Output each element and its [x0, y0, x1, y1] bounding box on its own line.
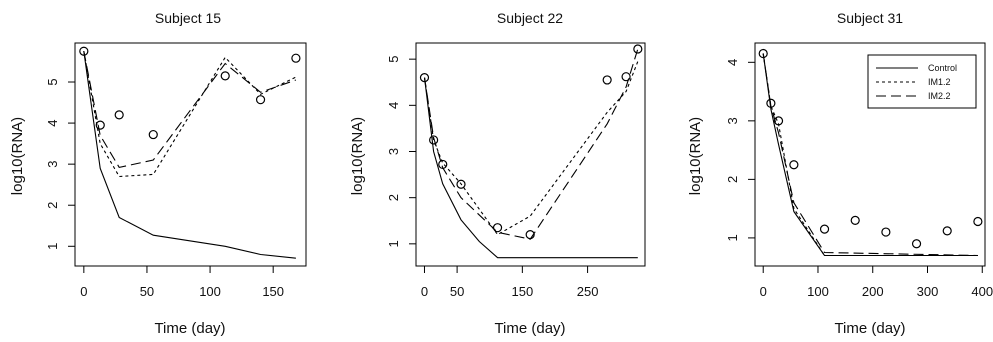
x-tick-label: 250: [577, 284, 599, 299]
x-tick-label: 100: [199, 284, 221, 299]
observed-point: [149, 131, 157, 139]
observed-point: [494, 224, 502, 232]
y-tick-label: 3: [45, 161, 60, 168]
chart-title: Subject 22: [497, 10, 563, 26]
x-tick-label: 150: [511, 284, 533, 299]
x-tick-label: 150: [262, 284, 284, 299]
x-tick-label: 0: [80, 284, 87, 299]
y-tick-label: 4: [725, 59, 740, 66]
legend-label: IM2.2: [928, 91, 951, 101]
chart-panel-3: Subject 31 Time (day) log10(RNA) 0 100 200 300…: [687, 10, 993, 337]
y-tick-label: 2: [725, 176, 740, 183]
y-tick-label: 1: [45, 243, 60, 250]
y-tick-label: 5: [386, 56, 401, 63]
y-axis-label: log10(RNA): [687, 117, 704, 195]
observed-point: [851, 216, 859, 224]
y-tick-label: 2: [45, 202, 60, 209]
plot-frame: [75, 43, 306, 266]
x-tick-label: 200: [862, 284, 884, 299]
x-axis-label: Time (day): [494, 320, 565, 337]
legend: Control IM1.2 IM2.2: [868, 55, 976, 108]
series-line-control: [84, 51, 296, 258]
observed-point: [292, 54, 300, 62]
x-tick-label: 0: [421, 284, 428, 299]
observed-point: [603, 76, 611, 84]
y-tick-label: 1: [386, 240, 401, 247]
observed-point: [115, 111, 123, 119]
x-tick-label: 300: [917, 284, 939, 299]
y-tick-label: 4: [386, 102, 401, 109]
plot-frame: [416, 43, 645, 266]
y-tick-label: 3: [725, 117, 740, 124]
observed-point: [882, 228, 890, 236]
observed-point: [634, 45, 642, 53]
legend-label: IM1.2: [928, 77, 951, 87]
y-tick-label: 3: [386, 148, 401, 155]
y-tick-label: 1: [725, 234, 740, 241]
observed-point: [913, 240, 921, 248]
observed-point: [96, 121, 104, 129]
observed-point: [943, 227, 951, 235]
x-axis-label: Time (day): [834, 320, 905, 337]
observed-point: [221, 72, 229, 80]
observed-point: [974, 218, 982, 226]
x-tick-label: 50: [140, 284, 154, 299]
series-line-im1-2: [425, 62, 638, 235]
series-line-im2-2: [84, 51, 296, 167]
observed-point: [622, 73, 630, 81]
x-tick-label: 50: [450, 284, 464, 299]
x-tick-label: 400: [971, 284, 993, 299]
y-tick-label: 5: [45, 78, 60, 85]
observed-point: [790, 161, 798, 169]
x-axis-label: Time (day): [154, 320, 225, 337]
y-axis-label: log10(RNA): [349, 117, 366, 195]
observed-point: [821, 225, 829, 233]
x-tick-label: 0: [760, 284, 767, 299]
legend-label: Control: [928, 63, 957, 73]
chart-title: Subject 31: [837, 10, 903, 26]
chart-panel-2: Subject 22 Time (day) log10(RNA) 0 50 150 250 1…: [349, 10, 645, 337]
y-tick-label: 4: [45, 119, 60, 126]
chart-panel-1: Subject 15 Time (day) log10(RNA) 0 50 100 150 1…: [9, 10, 306, 337]
x-tick-label: 100: [807, 284, 829, 299]
chart-title: Subject 15: [155, 10, 221, 26]
y-tick-label: 2: [386, 194, 401, 201]
observed-point: [257, 96, 265, 104]
y-axis-label: log10(RNA): [9, 117, 26, 195]
